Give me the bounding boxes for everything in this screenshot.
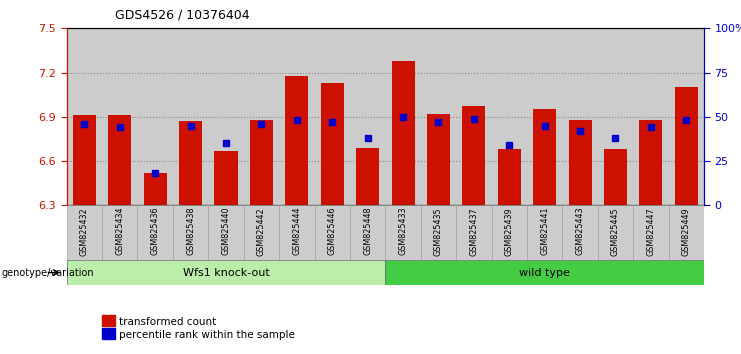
Bar — [385, 28, 421, 205]
Text: GSM825449: GSM825449 — [682, 207, 691, 256]
Bar — [562, 205, 598, 260]
Bar — [462, 107, 485, 205]
Bar — [67, 205, 102, 260]
Bar — [73, 115, 96, 205]
Bar — [604, 149, 627, 205]
Bar — [527, 28, 562, 205]
Text: GSM825448: GSM825448 — [363, 207, 372, 256]
Bar — [533, 109, 556, 205]
Text: GSM825441: GSM825441 — [540, 207, 549, 256]
Text: GSM825436: GSM825436 — [150, 207, 160, 256]
Text: wild type: wild type — [519, 268, 570, 278]
Text: GSM825446: GSM825446 — [328, 207, 336, 256]
Bar — [456, 28, 491, 205]
Bar — [67, 260, 385, 285]
Bar — [244, 205, 279, 260]
Bar — [598, 28, 633, 205]
Bar — [633, 28, 668, 205]
Bar — [668, 205, 704, 260]
Bar — [208, 28, 244, 205]
Bar — [350, 205, 385, 260]
Bar — [102, 205, 138, 260]
Bar — [173, 205, 208, 260]
Bar — [173, 28, 208, 205]
Text: GSM825432: GSM825432 — [80, 207, 89, 256]
Bar — [244, 28, 279, 205]
Text: Wfs1 knock-out: Wfs1 knock-out — [182, 268, 270, 278]
Bar — [639, 120, 662, 205]
Bar — [138, 28, 173, 205]
Bar — [179, 121, 202, 205]
Bar — [598, 205, 633, 260]
Bar — [285, 75, 308, 205]
Bar — [633, 205, 668, 260]
Bar — [144, 173, 167, 205]
Bar — [356, 148, 379, 205]
Bar — [427, 114, 450, 205]
Bar — [527, 205, 562, 260]
Bar — [498, 149, 521, 205]
Bar — [385, 260, 704, 285]
Text: GSM825442: GSM825442 — [257, 207, 266, 256]
Bar — [314, 205, 350, 260]
Text: GSM825445: GSM825445 — [611, 207, 620, 256]
Bar — [67, 28, 102, 205]
Text: genotype/variation: genotype/variation — [1, 268, 94, 278]
Bar — [214, 151, 238, 205]
Text: GSM825433: GSM825433 — [399, 207, 408, 256]
Bar — [456, 205, 491, 260]
Text: GSM825443: GSM825443 — [576, 207, 585, 256]
Bar — [491, 205, 527, 260]
Text: GSM825444: GSM825444 — [292, 207, 302, 256]
Bar — [421, 28, 456, 205]
Text: GSM825434: GSM825434 — [116, 207, 124, 256]
Bar — [314, 28, 350, 205]
Text: GSM825440: GSM825440 — [222, 207, 230, 256]
Bar — [321, 83, 344, 205]
Bar — [279, 28, 314, 205]
Bar — [568, 120, 591, 205]
Bar — [562, 28, 598, 205]
Text: GDS4526 / 10376404: GDS4526 / 10376404 — [115, 9, 250, 22]
Bar — [491, 28, 527, 205]
Bar — [108, 115, 131, 205]
Text: GSM825437: GSM825437 — [469, 207, 479, 256]
Bar — [675, 87, 698, 205]
Bar — [391, 61, 414, 205]
Bar — [279, 205, 314, 260]
Bar — [208, 205, 244, 260]
Bar — [350, 28, 385, 205]
Bar — [385, 205, 421, 260]
Text: GSM825438: GSM825438 — [186, 207, 195, 256]
Text: GSM825435: GSM825435 — [434, 207, 443, 256]
Bar — [250, 120, 273, 205]
Bar — [421, 205, 456, 260]
Bar — [102, 28, 138, 205]
Text: GSM825447: GSM825447 — [646, 207, 655, 256]
Legend: transformed count, percentile rank within the sample: transformed count, percentile rank withi… — [97, 313, 299, 345]
Bar — [138, 205, 173, 260]
Bar — [668, 28, 704, 205]
Text: GSM825439: GSM825439 — [505, 207, 514, 256]
